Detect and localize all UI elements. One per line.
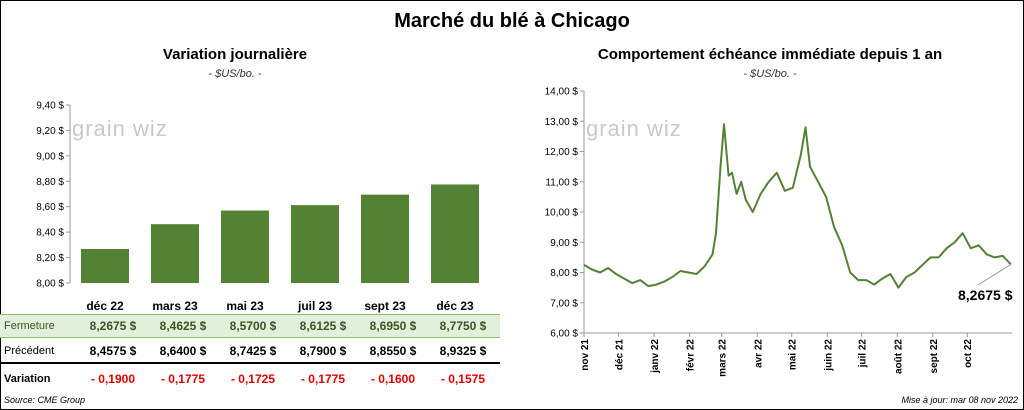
- table-row-variation: Variation - 0,1900 - 0,1775 - 0,1725 - 0…: [0, 368, 500, 390]
- table-cell: 8,6950 $: [369, 319, 417, 333]
- x-tick-label: nov 21: [580, 339, 591, 371]
- bar: [221, 210, 269, 283]
- update-note: Mise à jour: mar 08 nov 2022: [901, 395, 1018, 405]
- table-cell: 8,7750 $: [439, 319, 487, 333]
- x-tick-label: mars 22: [718, 339, 729, 377]
- bar: [81, 248, 129, 283]
- bar-chart: 8,00 $ 8,20 $ 8,40 $ 8,60 $ 8,80 $ 9,00 $ 9,20…: [36, 101, 479, 313]
- table-cell: 8,6125 $: [299, 319, 347, 333]
- bar-chart-title: Variation journalière: [162, 46, 308, 63]
- table-cell: 8,4575 $: [89, 344, 137, 358]
- row-label: Fermeture: [4, 320, 55, 332]
- table-cell: 8,8550 $: [369, 344, 417, 358]
- table-cell: 8,5700 $: [229, 319, 277, 333]
- x-tick-label: avr 22: [753, 339, 764, 368]
- price-line: [583, 123, 1012, 289]
- y-tick-label: 6,00 $: [550, 329, 578, 340]
- x-tick-label: mars 23: [152, 299, 198, 313]
- x-tick-label: sept 22: [929, 339, 940, 374]
- table-cell: - 0,1900: [90, 372, 136, 386]
- y-tick-label: 9,00 $: [550, 238, 578, 249]
- line-chart: 6,00 $ 7,00 $ 8,00 $ 9,00 $ 10,00 $ 11,00 $ 12…: [545, 87, 1012, 377]
- bar: [151, 224, 199, 283]
- y-tick-label: 8,40 $: [36, 228, 64, 239]
- x-tick-label: sept 23: [364, 299, 406, 313]
- y-tick-label: 8,80 $: [36, 177, 64, 188]
- line-chart-title: Comportement échéance immédiate depuis 1…: [597, 46, 943, 63]
- table-cell: 8,6400 $: [159, 344, 207, 358]
- y-tick-label: 8,60 $: [36, 202, 64, 213]
- x-tick-label: mai 22: [788, 339, 799, 371]
- table-cell: - 0,1725: [230, 372, 276, 386]
- last-value-leader: [977, 263, 1012, 286]
- y-tick-label: 13,00 $: [545, 117, 579, 128]
- x-tick-label: oct 22: [963, 339, 974, 368]
- y-tick-label: 8,20 $: [36, 253, 64, 264]
- table-cell: - 0,1575: [440, 372, 486, 386]
- table-row-fermeture: Fermeture 8,2675 $ 8,4625 $ 8,5700 $ 8,6…: [0, 314, 500, 338]
- table-cell: 8,4625 $: [159, 319, 207, 333]
- x-tick-label: déc 22: [86, 299, 124, 313]
- x-tick-label: juil 22: [858, 339, 869, 369]
- y-tick-label: 9,40 $: [36, 101, 64, 112]
- y-tick-label: 14,00 $: [545, 87, 579, 98]
- row-label: Variation: [4, 373, 51, 385]
- grainwiz-logo: grain wiz: [586, 116, 682, 141]
- main-title: Marché du blé à Chicago: [394, 10, 630, 32]
- x-tick-label: janv 22: [650, 339, 661, 374]
- x-tick-label: déc 21: [614, 339, 625, 371]
- y-tick-label: 9,20 $: [36, 126, 64, 137]
- table-row-precedent: Précédent 8,4575 $ 8,6400 $ 8,7425 $ 8,7…: [0, 340, 500, 364]
- y-tick-label: 7,00 $: [550, 298, 578, 309]
- y-tick-label: 10,00 $: [545, 208, 579, 219]
- x-tick-label: déc 23: [436, 299, 474, 313]
- x-tick-label: févr 22: [686, 339, 697, 372]
- grainwiz-logo: grain wiz: [72, 116, 168, 141]
- bar-chart-subtitle: - $US/bo. -: [208, 68, 262, 80]
- bar: [431, 184, 479, 283]
- bar: [291, 205, 339, 283]
- table-cell: - 0,1775: [300, 372, 346, 386]
- row-label: Précédent: [4, 345, 55, 357]
- y-tick-label: 9,00 $: [36, 151, 64, 162]
- y-tick-label: 11,00 $: [545, 177, 578, 188]
- y-tick-label: 12,00 $: [545, 147, 579, 158]
- last-value-label: 8,2675 $: [958, 287, 1013, 303]
- table-cell: 8,2675 $: [89, 319, 137, 333]
- table-cell: 8,9325 $: [439, 344, 487, 358]
- table-cell: - 0,1600: [370, 372, 416, 386]
- table-cell: - 0,1775: [160, 372, 206, 386]
- x-tick-label: mai 23: [226, 299, 264, 313]
- table-cell: 8,7900 $: [299, 344, 347, 358]
- bar: [361, 194, 409, 283]
- line-chart-subtitle: - $US/bo. -: [743, 68, 797, 80]
- x-tick-label: août 22: [893, 339, 904, 374]
- source-note: Source: CME Group: [4, 395, 86, 405]
- x-tick-label: juil 23: [297, 299, 332, 313]
- y-tick-label: 8,00 $: [36, 279, 64, 290]
- table-cell: 8,7425 $: [229, 344, 277, 358]
- y-tick-label: 8,00 $: [550, 268, 578, 279]
- x-tick-label: juin 22: [823, 339, 834, 372]
